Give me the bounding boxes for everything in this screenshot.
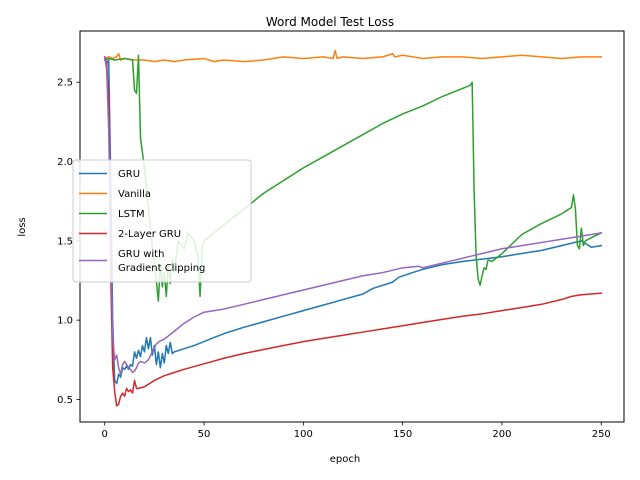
series-line-3 bbox=[103, 55, 603, 407]
x-tick-label: 150 bbox=[393, 429, 412, 440]
axis-ticks: 0 50 100 150 200 250 0.5 1.0 1.5 2.0 2.5 bbox=[57, 78, 611, 440]
x-tick-label: 200 bbox=[492, 429, 511, 440]
x-tick-label: 100 bbox=[294, 429, 313, 440]
legend-label-3: 2-Layer GRU bbox=[118, 229, 181, 240]
legend-label-2: LSTM bbox=[118, 209, 145, 220]
legend-label-0: GRU bbox=[118, 169, 140, 180]
legend-label-1: Vanilla bbox=[118, 189, 151, 200]
legend-label-4: GRU with Gradient Clipping bbox=[118, 249, 205, 274]
legend-box bbox=[72, 159, 252, 283]
series-line-0 bbox=[103, 57, 603, 385]
x-tick-label: 250 bbox=[592, 429, 611, 440]
y-tick-label: 1.5 bbox=[57, 236, 73, 247]
y-tick-label: 1.0 bbox=[57, 316, 73, 327]
chart-title: Word Model Test Loss bbox=[266, 15, 394, 29]
x-tick-label: 50 bbox=[198, 429, 211, 440]
x-tick-label: 0 bbox=[102, 429, 108, 440]
y-tick-label: 0.5 bbox=[57, 395, 73, 406]
series-line-4 bbox=[103, 56, 603, 375]
y-axis-label: loss bbox=[17, 217, 28, 236]
legend: GRU Vanilla LSTM 2-Layer GRU GRU with Gradien… bbox=[72, 159, 252, 283]
series-line-1 bbox=[103, 49, 603, 63]
y-tick-label: 2.0 bbox=[57, 157, 73, 168]
x-axis-label: epoch bbox=[330, 454, 360, 465]
y-tick-label: 2.5 bbox=[57, 78, 73, 89]
